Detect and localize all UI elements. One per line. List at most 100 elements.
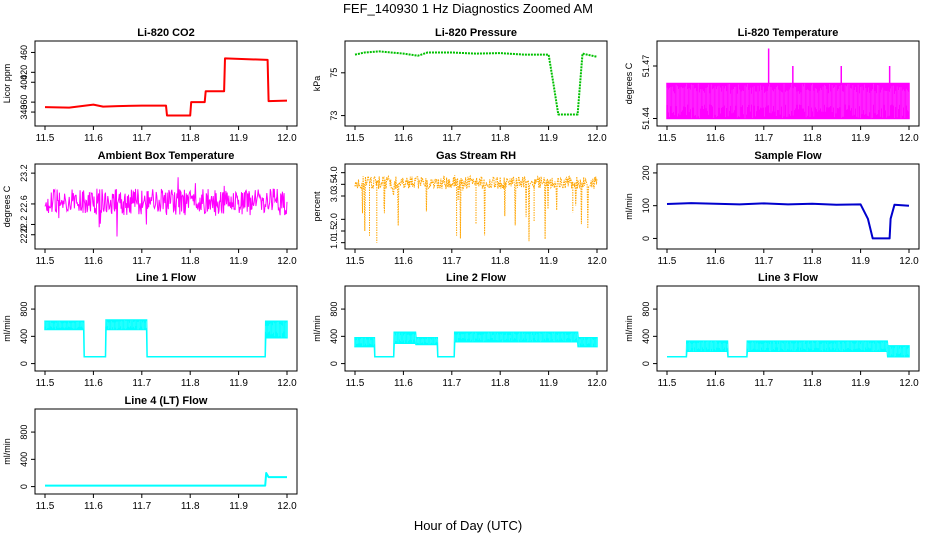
y-tick-label: 51.47 <box>641 55 651 78</box>
band-texture <box>666 83 909 119</box>
x-tick-label: 11.7 <box>442 133 461 144</box>
x-tick-label: 12.0 <box>899 256 919 267</box>
x-tick-label: 11.6 <box>84 256 103 267</box>
y-tick-label: 800 <box>19 302 29 317</box>
panel-temperature: Li-820 Temperature degrees C 11.5 11.6 11.7 1… <box>624 27 920 144</box>
panel-line1: Line 1 Flow ml/min 11.5 11.6 11.7 11.8 11.9 12.… <box>2 272 298 389</box>
y-tick-label: 75 <box>329 68 339 78</box>
y-tick-label: 73 <box>329 111 339 121</box>
y-tick-label: 360 <box>19 95 29 110</box>
y-tick-label: 0 <box>641 361 651 366</box>
x-tick-label: 11.7 <box>132 256 151 267</box>
y-tick-label: 3.0 <box>329 190 339 203</box>
y-axis-label: degrees C <box>624 62 634 104</box>
y-tick-label: 100 <box>641 198 651 213</box>
x-tick-label: 11.5 <box>346 133 365 144</box>
x-tick-label: 11.9 <box>229 256 248 267</box>
y-tick-label: 22.2 <box>19 216 29 234</box>
panel-co2: Li-820 CO2 Licor ppm 11.5 11.6 11.7 11.8 11.9 1… <box>2 27 298 144</box>
series-line <box>44 177 288 237</box>
y-tick-label: 800 <box>19 425 29 440</box>
y-tick-label: 800 <box>329 302 339 317</box>
x-tick-label: 11.7 <box>132 378 151 389</box>
plot-frame <box>34 40 298 127</box>
band-texture <box>686 341 909 357</box>
panel-title: Line 4 (LT) Flow <box>125 395 208 407</box>
y-tick-label: 800 <box>641 302 651 317</box>
panel-pressure: Li-820 Pressure kPa 11.5 11.6 11.7 11.8 11.9 12… <box>312 27 608 144</box>
x-tick-label: 11.5 <box>36 501 55 512</box>
x-tick-label: 11.6 <box>706 256 725 267</box>
panel-line4: Line 4 (LT) Flow ml/min 11.5 11.6 11.7 11.8 11… <box>2 395 298 512</box>
x-tick-label: 12.0 <box>899 378 919 389</box>
panel-title: Line 1 Flow <box>136 272 196 284</box>
x-tick-label: 11.6 <box>706 378 725 389</box>
panel-title: Li-820 CO2 <box>137 27 194 39</box>
y-tick-label: 400 <box>329 329 339 344</box>
y-tick-label: 22.0 <box>19 226 29 244</box>
x-tick-label: 11.5 <box>36 378 55 389</box>
figure-title: FEF_140930 1 Hz Diagnostics Zoomed AM <box>342 1 593 16</box>
plot-frame <box>34 285 298 372</box>
x-tick-label: 11.9 <box>229 133 248 144</box>
x-tick-label: 12.0 <box>587 133 607 144</box>
x-tick-label: 11.5 <box>346 378 365 389</box>
x-tick-label: 11.9 <box>229 501 248 512</box>
x-tick-label: 11.9 <box>851 256 870 267</box>
x-tick-label: 11.9 <box>851 378 870 389</box>
panel-sample_flow: Sample Flow ml/min 11.5 11.6 11.7 11.8 11.9 12.… <box>624 150 920 267</box>
x-tick-label: 11.6 <box>394 256 413 267</box>
y-tick-label: 2.0 <box>329 213 339 226</box>
x-tick-label: 11.9 <box>539 133 558 144</box>
y-tick-label: 200 <box>641 165 651 180</box>
y-tick-label: 3.5 <box>329 178 339 191</box>
x-tick-label: 11.6 <box>84 501 103 512</box>
x-tick-label: 11.6 <box>394 133 413 144</box>
y-axis-label: ml/min <box>624 193 634 220</box>
y-tick-label: 400 <box>19 75 29 90</box>
x-tick-label: 11.5 <box>36 256 55 267</box>
series-line <box>45 472 287 487</box>
x-tick-label: 11.8 <box>803 378 822 389</box>
y-axis-label: ml/min <box>624 315 634 342</box>
panel-line3: Line 3 Flow ml/min 11.5 11.6 11.7 11.8 11.9 12.… <box>624 272 920 389</box>
x-tick-label: 11.8 <box>491 256 510 267</box>
x-tick-label: 11.5 <box>658 378 677 389</box>
x-tick-label: 11.7 <box>132 501 151 512</box>
x-tick-label: 12.0 <box>277 256 297 267</box>
x-tick-label: 11.9 <box>539 378 558 389</box>
x-tick-label: 12.0 <box>587 256 607 267</box>
y-tick-label: 23.2 <box>19 164 29 182</box>
panel-title: Line 3 Flow <box>758 272 818 284</box>
y-tick-label: 22.6 <box>19 195 29 213</box>
x-tick-label: 11.9 <box>851 133 870 144</box>
x-tick-label: 11.7 <box>754 133 773 144</box>
panel-title: Sample Flow <box>754 150 822 162</box>
band-texture <box>354 332 597 347</box>
plot-frame <box>656 163 920 250</box>
y-axis-label: ml/min <box>312 315 322 342</box>
y-tick-label: 51.44 <box>641 107 651 130</box>
x-tick-label: 11.6 <box>706 133 725 144</box>
x-tick-label: 11.8 <box>803 256 822 267</box>
plot-frame <box>656 40 920 127</box>
x-tick-label: 11.8 <box>491 378 510 389</box>
x-tick-label: 12.0 <box>277 378 297 389</box>
panel-title: Li-820 Temperature <box>738 27 839 39</box>
plot-frame <box>344 40 608 127</box>
y-axis-label: ml/min <box>2 438 12 465</box>
y-tick-label: 400 <box>19 452 29 467</box>
plot-frame <box>344 285 608 372</box>
panel-title: Gas Stream RH <box>436 150 516 162</box>
x-tick-label: 11.7 <box>132 133 151 144</box>
y-axis-label: Licor ppm <box>2 64 12 104</box>
series-line <box>44 57 288 117</box>
y-tick-label: 1.0 <box>329 236 339 249</box>
x-axis-caption: Hour of Day (UTC) <box>413 518 523 533</box>
x-tick-label: 11.8 <box>181 133 200 144</box>
plot-frame <box>34 408 298 495</box>
panel-rh: Gas Stream RH percent 11.5 11.6 11.7 11.8 11.9… <box>312 150 608 267</box>
plot-frame <box>344 163 608 250</box>
x-tick-label: 11.7 <box>754 256 773 267</box>
x-tick-label: 11.6 <box>84 378 103 389</box>
